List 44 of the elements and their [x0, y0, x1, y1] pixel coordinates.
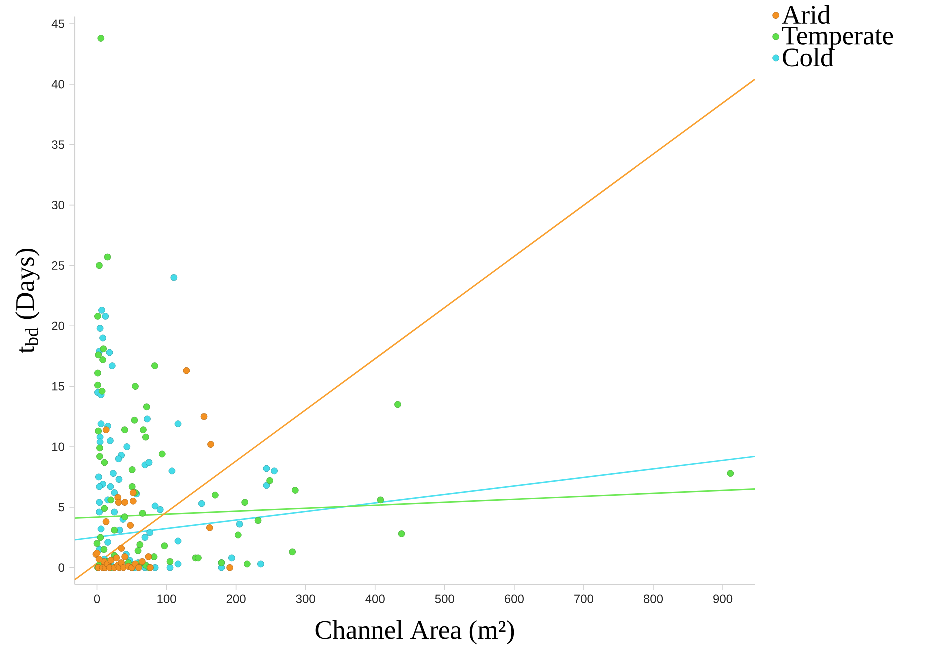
point [145, 554, 152, 560]
y-tick-label: 35 [52, 140, 64, 150]
point [183, 368, 190, 374]
x-tick-label: 700 [574, 594, 594, 604]
point [208, 441, 214, 448]
point [122, 554, 128, 560]
x-tick-label: 500 [435, 594, 454, 604]
y-tick-label: 45 [52, 20, 64, 28]
y-tick-label: 5 [58, 503, 64, 512]
point [102, 426, 110, 434]
x-tick-label: 900 [714, 594, 733, 604]
point [127, 522, 134, 530]
legend-label: Temperate [782, 27, 894, 50]
point [108, 557, 115, 564]
x-tick-label: 200 [226, 594, 246, 604]
point [226, 564, 234, 572]
x-tick-label: 800 [644, 594, 664, 604]
y-tick-label: 30 [52, 201, 64, 210]
x-tick-label: 600 [505, 594, 524, 604]
y-tick-label: 0 [58, 564, 64, 572]
point [122, 499, 128, 506]
point [206, 524, 214, 532]
x-axis-title: Channel Area (m²) [316, 620, 514, 645]
x-tick-label: 100 [158, 594, 176, 604]
point [130, 498, 137, 505]
x-tick-label: 0 [94, 594, 100, 604]
legend-label: Arid [782, 5, 830, 24]
point [96, 556, 103, 563]
y-tick-label: 40 [52, 80, 64, 89]
point [200, 413, 208, 420]
point [136, 564, 142, 572]
x-tick-label: 400 [366, 594, 385, 604]
legend-label: Cold [783, 48, 834, 67]
y-axis-title: t$_{bd}$ (Days) [16, 249, 40, 354]
x-tick-label: 300 [296, 594, 316, 604]
point [118, 545, 125, 552]
point [115, 499, 122, 506]
point [139, 558, 146, 566]
point [102, 518, 110, 526]
y-tick-label: 25 [52, 262, 64, 270]
y-tick-label: 15 [52, 382, 64, 391]
y-tick-label: 20 [52, 322, 64, 331]
y-tick-label: 10 [52, 442, 64, 452]
point [113, 554, 120, 562]
